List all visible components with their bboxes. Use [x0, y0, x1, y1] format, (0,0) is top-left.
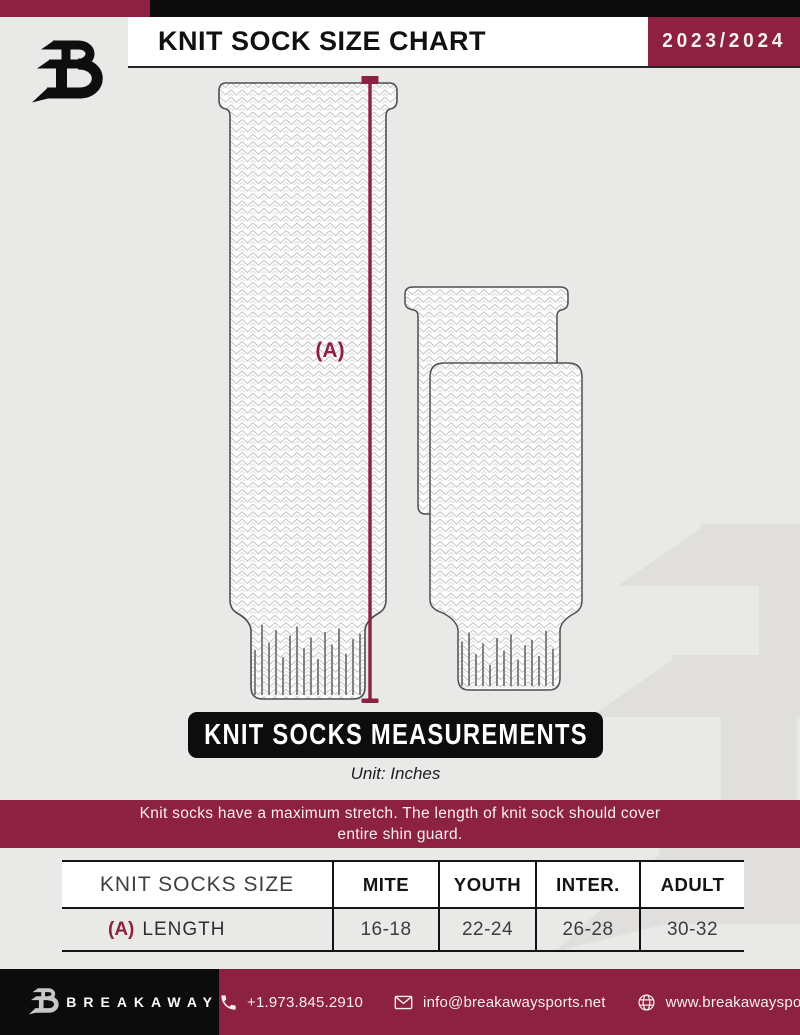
sock-adult-large [218, 82, 398, 700]
footer-brand-box: BREAKAWAY [0, 969, 219, 1035]
col-header-mite: MITE [332, 862, 438, 909]
phone-icon [219, 993, 238, 1012]
col-header-youth: YOUTH [438, 862, 535, 909]
footer: BREAKAWAY +1.973.845.2910 info@breakaway… [0, 969, 800, 1035]
page-title: KNIT SOCK SIZE CHART [128, 17, 648, 66]
footer-contacts: +1.973.845.2910 info@breakawaysports.net… [219, 969, 800, 1035]
footer-website-text: www.breakawaysports.net [665, 993, 800, 1011]
sock-youth-back [404, 286, 569, 515]
notice-line-2: entire shin guard. [337, 826, 463, 843]
breakaway-b-footer-icon [22, 970, 64, 1034]
globe-icon [636, 992, 657, 1013]
notice-banner: Knit socks have a maximum stretch. The l… [0, 800, 800, 848]
sock-intermediate-front [429, 362, 583, 691]
row-label-prefix-a: (A) [108, 918, 135, 940]
row-label-length: (A) LENGTH [62, 909, 332, 950]
cell-length-youth: 22-24 [438, 909, 535, 950]
footer-phone-text: +1.973.845.2910 [247, 993, 364, 1011]
cell-length-adult: 30-32 [639, 909, 744, 950]
col-header-adult: ADULT [639, 862, 744, 909]
cell-length-mite: 16-18 [332, 909, 438, 950]
footer-email-text: info@breakawaysports.net [423, 993, 606, 1011]
measurement-line-a [361, 76, 379, 703]
footer-website: www.breakawaysports.net [636, 992, 800, 1013]
footer-email: info@breakawaysports.net [393, 993, 606, 1012]
size-table: KNIT SOCKS SIZE MITE YOUTH INTER. ADULT … [62, 860, 744, 952]
measurements-banner: KNIT SOCKS MEASUREMENTS [188, 712, 603, 758]
footer-phone: +1.973.845.2910 [219, 993, 363, 1012]
email-icon [393, 993, 414, 1012]
notice-line-1: Knit socks have a maximum stretch. The l… [139, 805, 661, 822]
footer-brand-name: BREAKAWAY [66, 994, 219, 1010]
breakaway-logo [16, 14, 116, 137]
top-strip-black [150, 0, 800, 17]
dimension-label-a: (A) [315, 339, 345, 362]
col-header-inter: INTER. [535, 862, 639, 909]
unit-label: Unit: Inches [350, 764, 441, 783]
row-label-text: LENGTH [142, 918, 226, 940]
title-bar: KNIT SOCK SIZE CHART 2023/2024 [128, 17, 800, 68]
breakaway-b-icon [16, 14, 116, 132]
season-badge: 2023/2024 [648, 17, 800, 66]
col-header-size: KNIT SOCKS SIZE [62, 862, 332, 909]
top-strip-maroon [0, 0, 150, 17]
cell-length-inter: 26-28 [535, 909, 639, 950]
